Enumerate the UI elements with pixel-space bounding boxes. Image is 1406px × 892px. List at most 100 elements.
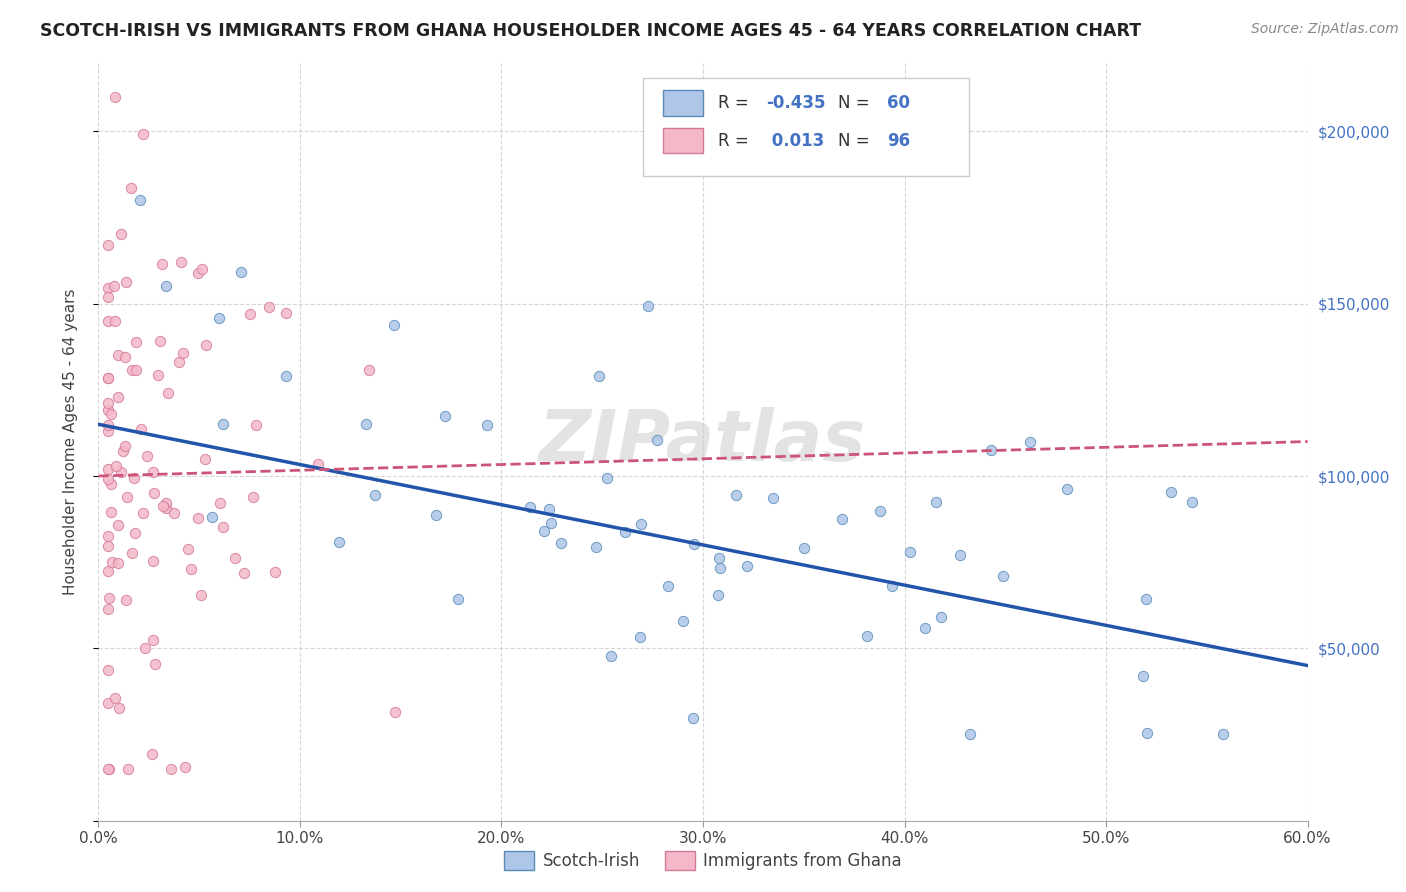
Point — [707, 588, 730, 602]
Point — [129, 422, 152, 436]
Point — [613, 525, 636, 540]
Point — [224, 551, 246, 566]
Point — [359, 363, 381, 377]
Point — [172, 346, 194, 360]
Point — [630, 517, 652, 532]
Point — [433, 409, 456, 423]
Point — [97, 602, 120, 616]
Point — [103, 90, 125, 104]
Point — [142, 554, 165, 568]
Point — [114, 592, 136, 607]
FancyBboxPatch shape — [664, 90, 703, 116]
Point — [980, 443, 1002, 458]
Text: N =: N = — [838, 131, 876, 150]
Point — [97, 472, 120, 486]
Point — [148, 368, 170, 383]
Point — [97, 280, 120, 294]
Point — [190, 588, 212, 602]
Point — [869, 504, 891, 518]
Point — [97, 371, 120, 385]
Point — [519, 500, 541, 514]
Point — [103, 279, 125, 293]
Point — [97, 762, 120, 776]
Point — [114, 350, 136, 364]
Point — [229, 265, 252, 279]
Point — [447, 592, 470, 607]
Point — [959, 727, 981, 741]
Point — [212, 520, 235, 534]
Text: 96: 96 — [887, 131, 910, 150]
Point — [540, 516, 562, 530]
Point — [1132, 669, 1154, 683]
Point — [134, 640, 156, 655]
Point — [117, 762, 139, 776]
Point — [233, 566, 256, 580]
FancyBboxPatch shape — [664, 128, 703, 153]
Point — [104, 458, 127, 473]
Point — [180, 562, 202, 576]
Point — [707, 551, 730, 566]
Point — [97, 290, 120, 304]
Point — [120, 181, 142, 195]
Point — [550, 536, 572, 550]
Point — [190, 262, 212, 277]
Point — [107, 518, 129, 533]
Point — [585, 540, 607, 554]
Point — [328, 534, 350, 549]
Point — [187, 511, 209, 525]
Point — [384, 705, 406, 719]
Point — [100, 477, 122, 491]
Point — [538, 501, 561, 516]
Point — [124, 526, 146, 541]
Point — [108, 700, 131, 714]
Point — [201, 510, 224, 524]
Point — [628, 630, 651, 644]
Point — [115, 275, 138, 289]
Point — [110, 227, 132, 242]
Point — [142, 466, 165, 480]
Point — [121, 363, 143, 377]
Point — [657, 579, 679, 593]
Point — [176, 541, 198, 556]
Point — [97, 663, 120, 677]
Point — [637, 299, 659, 313]
Text: R =: R = — [717, 131, 754, 150]
Point — [124, 334, 146, 349]
Point — [425, 508, 447, 522]
Point — [588, 369, 610, 384]
Point — [596, 471, 619, 485]
Point — [150, 258, 173, 272]
Point — [110, 465, 132, 479]
Point — [354, 417, 377, 431]
Point — [1018, 435, 1040, 450]
Point — [104, 691, 127, 706]
Point — [257, 300, 280, 314]
Point — [1136, 725, 1159, 739]
Point — [143, 657, 166, 671]
Point — [97, 238, 120, 252]
Point — [115, 490, 138, 504]
Point — [207, 310, 229, 325]
Point — [245, 417, 267, 432]
Point — [97, 564, 120, 578]
Point — [194, 337, 217, 351]
Point — [724, 488, 747, 502]
Point — [107, 556, 129, 570]
Point — [187, 267, 209, 281]
Point — [98, 591, 121, 606]
Point — [382, 318, 405, 333]
Point — [97, 371, 120, 385]
Point — [264, 565, 287, 579]
Point — [672, 614, 695, 628]
FancyBboxPatch shape — [643, 78, 969, 177]
Point — [239, 307, 262, 321]
Point — [880, 579, 903, 593]
Point — [1212, 727, 1234, 741]
Point — [682, 711, 704, 725]
Point — [212, 417, 235, 431]
Point — [122, 471, 145, 485]
Text: -0.435: -0.435 — [766, 94, 825, 112]
Point — [163, 507, 186, 521]
Point — [142, 633, 165, 648]
Point — [107, 390, 129, 404]
